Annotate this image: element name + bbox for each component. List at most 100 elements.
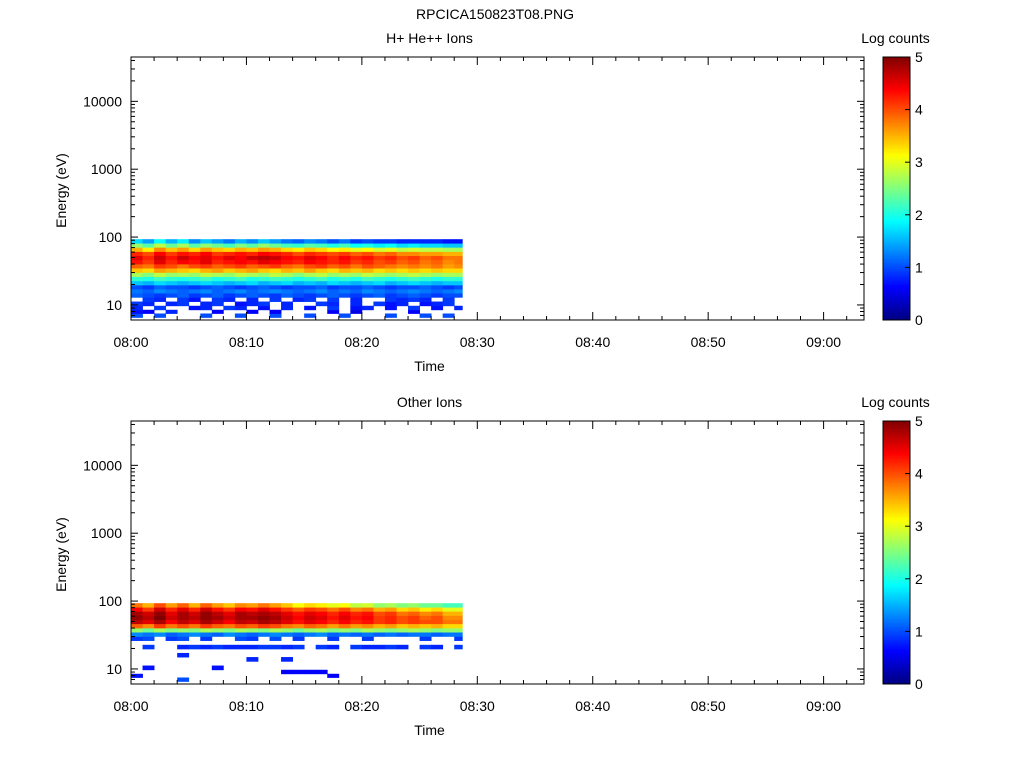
colorbar-segment [883, 236, 910, 240]
heatmap-cell [327, 673, 340, 678]
heatmap-cell [246, 644, 259, 650]
heatmap-cell [408, 280, 420, 286]
y-tick-label: 1000 [91, 161, 122, 177]
heatmap-cell [315, 607, 328, 612]
x-tick-label: 08:00 [113, 334, 148, 350]
heatmap-cell [177, 636, 190, 641]
heatmap-cell [234, 259, 247, 265]
plot-frame [130, 56, 865, 321]
heatmap-cell [396, 615, 409, 620]
heatmap-cell [257, 284, 270, 290]
heatmap-cell [431, 272, 444, 277]
heatmap-cell [223, 276, 236, 282]
heatmap-cell [419, 276, 432, 282]
heatmap-cell [315, 632, 328, 637]
heatmap-cell [373, 632, 386, 637]
heatmap-cell [292, 615, 305, 620]
colorbar-segment [883, 464, 910, 468]
heatmap-cell [177, 239, 190, 244]
heatmap-cell [188, 627, 201, 633]
heatmap-cell [431, 276, 444, 282]
heatmap-cell [292, 636, 305, 641]
heatmap-cell [396, 619, 409, 625]
heatmap-cell [384, 259, 397, 265]
heatmap-cell [154, 293, 167, 298]
heatmap-cell [373, 280, 386, 286]
colorbar-segment [883, 486, 910, 490]
colorbar-segment [883, 57, 910, 60]
heatmap-cell [234, 293, 247, 298]
colorbar-segment [883, 620, 910, 624]
heatmap-cell [131, 607, 143, 612]
heatmap-cell [142, 247, 155, 252]
x-axis-label: Time [414, 358, 445, 374]
heatmap-cell [200, 632, 213, 637]
heatmap-cell [442, 619, 455, 625]
x-tick-label: 08:50 [691, 698, 726, 714]
colorbar-segment [883, 241, 910, 244]
heatmap-cell [419, 619, 432, 625]
colorbar-segment [883, 427, 910, 431]
heatmap-cell [384, 305, 397, 311]
x-tick-label: 08:20 [344, 334, 379, 350]
colorbar-segment [883, 201, 910, 205]
heatmap-cell [142, 243, 155, 248]
colorbar-segment [883, 541, 910, 545]
heatmap-cell [373, 623, 386, 629]
colorbar-tick-label: 3 [915, 518, 923, 534]
heatmap-cell [408, 297, 420, 302]
heatmap-cell [211, 255, 224, 261]
heatmap-cell [281, 247, 293, 252]
heatmap-cell [442, 251, 455, 256]
heatmap-cell [234, 627, 247, 633]
heatmap-cell [384, 272, 397, 277]
heatmap-cell [234, 280, 247, 286]
colorbar-segment [883, 269, 910, 273]
colorbar-segment [883, 607, 910, 610]
heatmap-cell [408, 251, 420, 256]
heatmap-cell [131, 276, 143, 282]
heatmap-cell [350, 615, 363, 620]
panel-title: H+ He++ Ions [386, 30, 473, 46]
heatmap-cell [361, 627, 374, 633]
heatmap-cell [223, 239, 236, 244]
heatmap-cell [165, 301, 178, 307]
colorbar-segment [883, 453, 910, 457]
heatmap-cell [131, 309, 143, 314]
colorbar-segment [883, 258, 910, 262]
colorbar-segment [883, 133, 910, 137]
heatmap-cell [350, 297, 363, 302]
heatmap-cell [131, 305, 143, 311]
heatmap-cell [154, 272, 167, 277]
colorbar-segment [883, 219, 910, 222]
heatmap-cell [327, 611, 340, 616]
colorbar-segment [883, 120, 910, 124]
heatmap-cell [408, 243, 420, 248]
heatmap-cell [188, 268, 201, 273]
heatmap-cell [177, 623, 190, 629]
heatmap-cell [269, 284, 282, 290]
heatmap-cell [200, 272, 213, 277]
heatmap-cell [269, 288, 282, 294]
colorbar-segment [883, 122, 910, 126]
heatmap-cell [431, 623, 444, 629]
heatmap-cell [361, 607, 374, 612]
heatmap-cell [188, 288, 201, 294]
colorbar-segment [883, 315, 910, 319]
heatmap-cell [396, 611, 409, 616]
heatmap-cell [454, 619, 463, 625]
heatmap-cell [177, 259, 190, 265]
colorbar-segment [883, 591, 910, 595]
heatmap-cell [177, 619, 190, 625]
heatmap-cell [327, 276, 340, 282]
heatmap-cell [338, 603, 351, 608]
heatmap-cell [431, 280, 444, 286]
colorbar-segment [883, 149, 910, 152]
heatmap-cell [131, 251, 143, 256]
colorbar-frame [882, 420, 911, 685]
heatmap-cell [177, 632, 190, 637]
heatmap-cell [131, 293, 143, 298]
colorbar-segment [883, 502, 910, 505]
heatmap-cell [131, 632, 143, 637]
